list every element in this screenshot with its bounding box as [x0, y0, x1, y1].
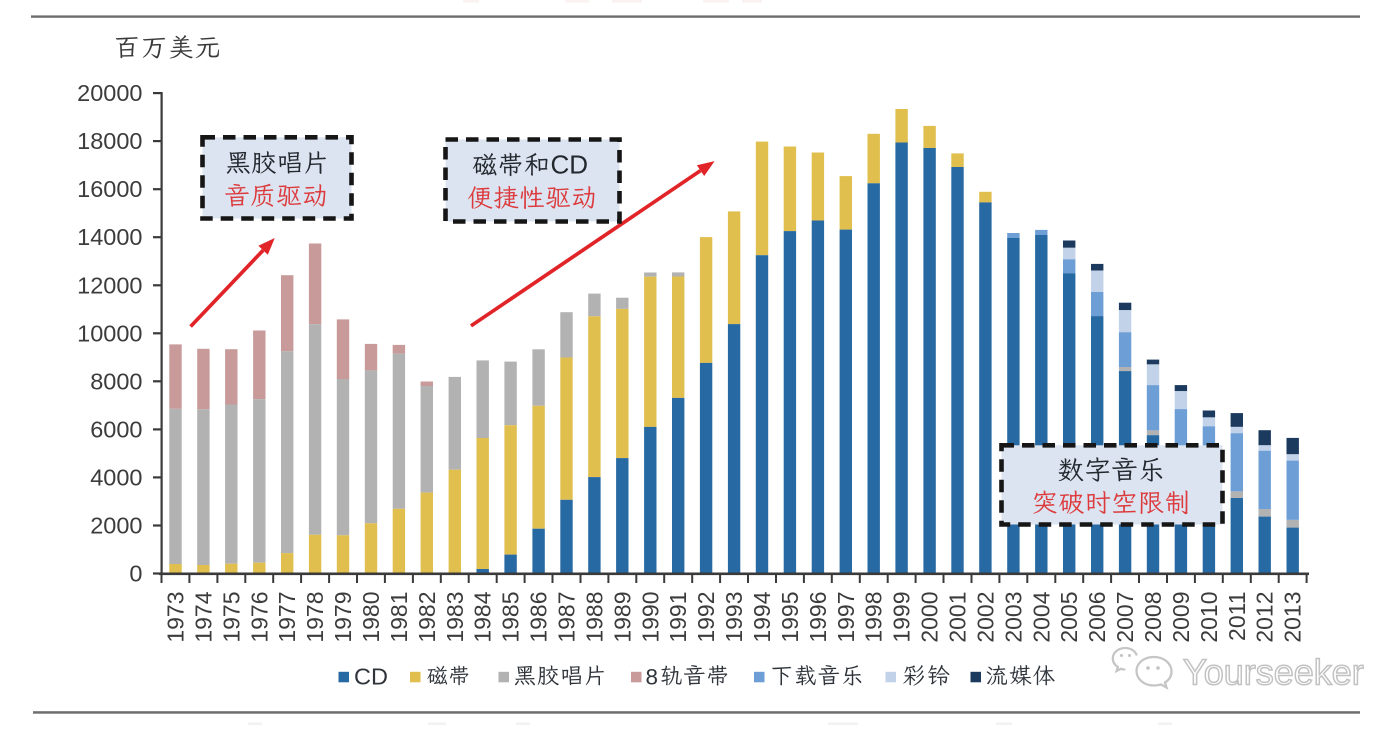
svg-text:2001: 2001	[945, 592, 971, 643]
svg-text:1983: 1983	[442, 592, 468, 643]
svg-text:1974: 1974	[190, 591, 216, 642]
svg-text:18000: 18000	[77, 128, 142, 154]
svg-text:1992: 1992	[693, 592, 719, 643]
svg-text:1981: 1981	[386, 592, 412, 643]
svg-text:1978: 1978	[302, 592, 328, 643]
svg-text:2000: 2000	[917, 592, 943, 643]
svg-text:1979: 1979	[330, 592, 356, 643]
svg-text:CD: CD	[551, 150, 589, 180]
svg-text:2008: 2008	[1140, 592, 1166, 643]
svg-text:1977: 1977	[274, 592, 300, 643]
svg-text:1991: 1991	[665, 592, 691, 643]
svg-text:14000: 14000	[77, 224, 142, 250]
svg-text:2012: 2012	[1252, 592, 1278, 643]
svg-text:0: 0	[129, 561, 142, 587]
svg-text:1984: 1984	[470, 591, 496, 642]
svg-text:2000: 2000	[90, 513, 142, 539]
svg-text:6000: 6000	[90, 416, 142, 442]
svg-text:Yourseeker: Yourseeker	[1183, 652, 1364, 693]
svg-text:1996: 1996	[805, 592, 831, 643]
svg-text:2007: 2007	[1112, 592, 1138, 643]
svg-text:1998: 1998	[861, 592, 887, 643]
svg-text:1975: 1975	[218, 592, 244, 643]
svg-text:CD: CD	[354, 664, 388, 690]
svg-text:1999: 1999	[889, 592, 915, 643]
svg-text:2005: 2005	[1056, 592, 1082, 643]
svg-text:1985: 1985	[498, 592, 524, 643]
svg-text:1988: 1988	[581, 592, 607, 643]
svg-text:1980: 1980	[358, 592, 384, 643]
svg-text:4000: 4000	[90, 464, 142, 490]
svg-text:8: 8	[646, 665, 659, 690]
svg-text:1995: 1995	[777, 592, 803, 643]
svg-text:1987: 1987	[554, 592, 580, 643]
svg-text:2010: 2010	[1196, 592, 1222, 643]
svg-text:1994: 1994	[749, 591, 775, 642]
svg-text:1993: 1993	[721, 592, 747, 643]
svg-text:2013: 2013	[1280, 592, 1306, 643]
svg-text:1989: 1989	[609, 592, 635, 643]
svg-text:1986: 1986	[526, 592, 552, 643]
svg-text:2006: 2006	[1084, 592, 1110, 643]
svg-text:1997: 1997	[833, 592, 859, 643]
svg-text:12000: 12000	[77, 272, 142, 298]
svg-text:1982: 1982	[414, 592, 440, 643]
svg-text:1973: 1973	[163, 592, 189, 643]
svg-text:2004: 2004	[1028, 591, 1054, 642]
svg-text:8000: 8000	[90, 368, 142, 394]
svg-text:2011: 2011	[1224, 592, 1250, 641]
svg-text:2003: 2003	[1000, 592, 1026, 643]
svg-text:1990: 1990	[637, 592, 663, 643]
svg-text:20000: 20000	[77, 80, 142, 106]
svg-text:2009: 2009	[1168, 592, 1194, 643]
svg-text:1976: 1976	[246, 592, 272, 643]
svg-text:16000: 16000	[77, 176, 142, 202]
svg-text:2002: 2002	[972, 592, 998, 643]
svg-text:10000: 10000	[77, 320, 142, 346]
